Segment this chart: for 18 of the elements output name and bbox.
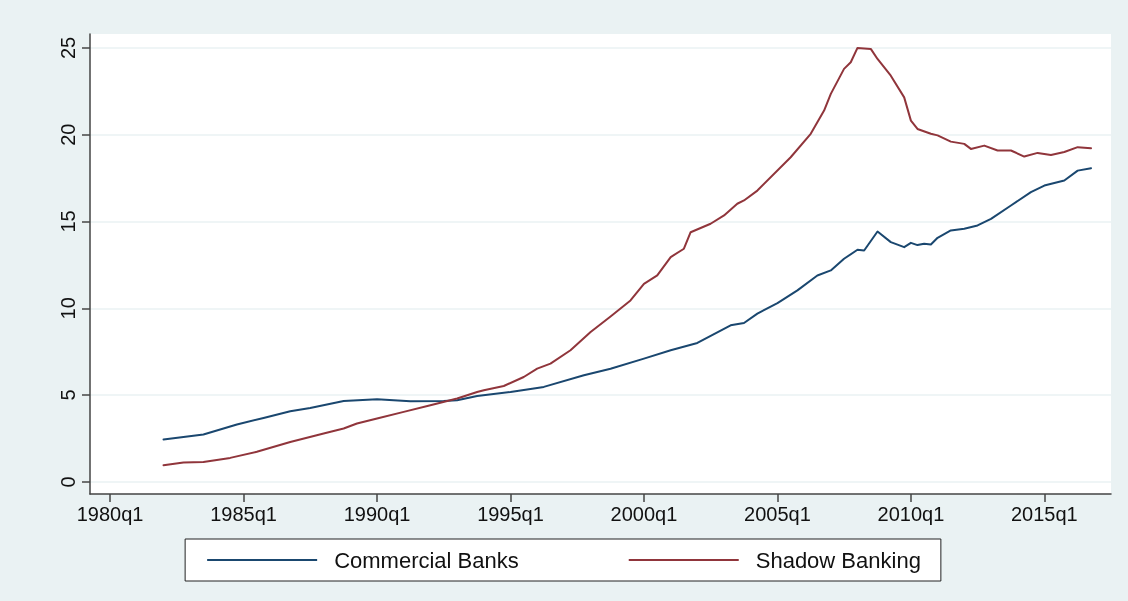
y-tick-label: 10: [57, 297, 79, 320]
line-series: [162, 46, 1093, 467]
x-tick-label: 2000q1: [610, 503, 678, 525]
x-tick-label: 2010q1: [877, 503, 945, 525]
x-tick-label: 1985q1: [210, 503, 277, 525]
legend-label: Shadow Banking: [755, 547, 921, 573]
y-tick-label: 15: [57, 210, 79, 233]
line-series: [162, 167, 1093, 441]
x-tick-label: 1980q1: [76, 503, 144, 525]
x-tick-label: 1995q1: [477, 503, 544, 525]
x-tick-label: 2015q1: [1010, 503, 1078, 525]
y-tick-label: 25: [57, 36, 79, 60]
x-tick-label: 2005q1: [744, 503, 811, 525]
x-tick-label: 1990q1: [343, 503, 411, 525]
y-tick-label: 20: [57, 123, 79, 146]
y-tick-label: 0: [57, 476, 79, 488]
legend-label: Commercial Banks: [334, 547, 519, 573]
y-tick-label: 5: [57, 389, 79, 401]
